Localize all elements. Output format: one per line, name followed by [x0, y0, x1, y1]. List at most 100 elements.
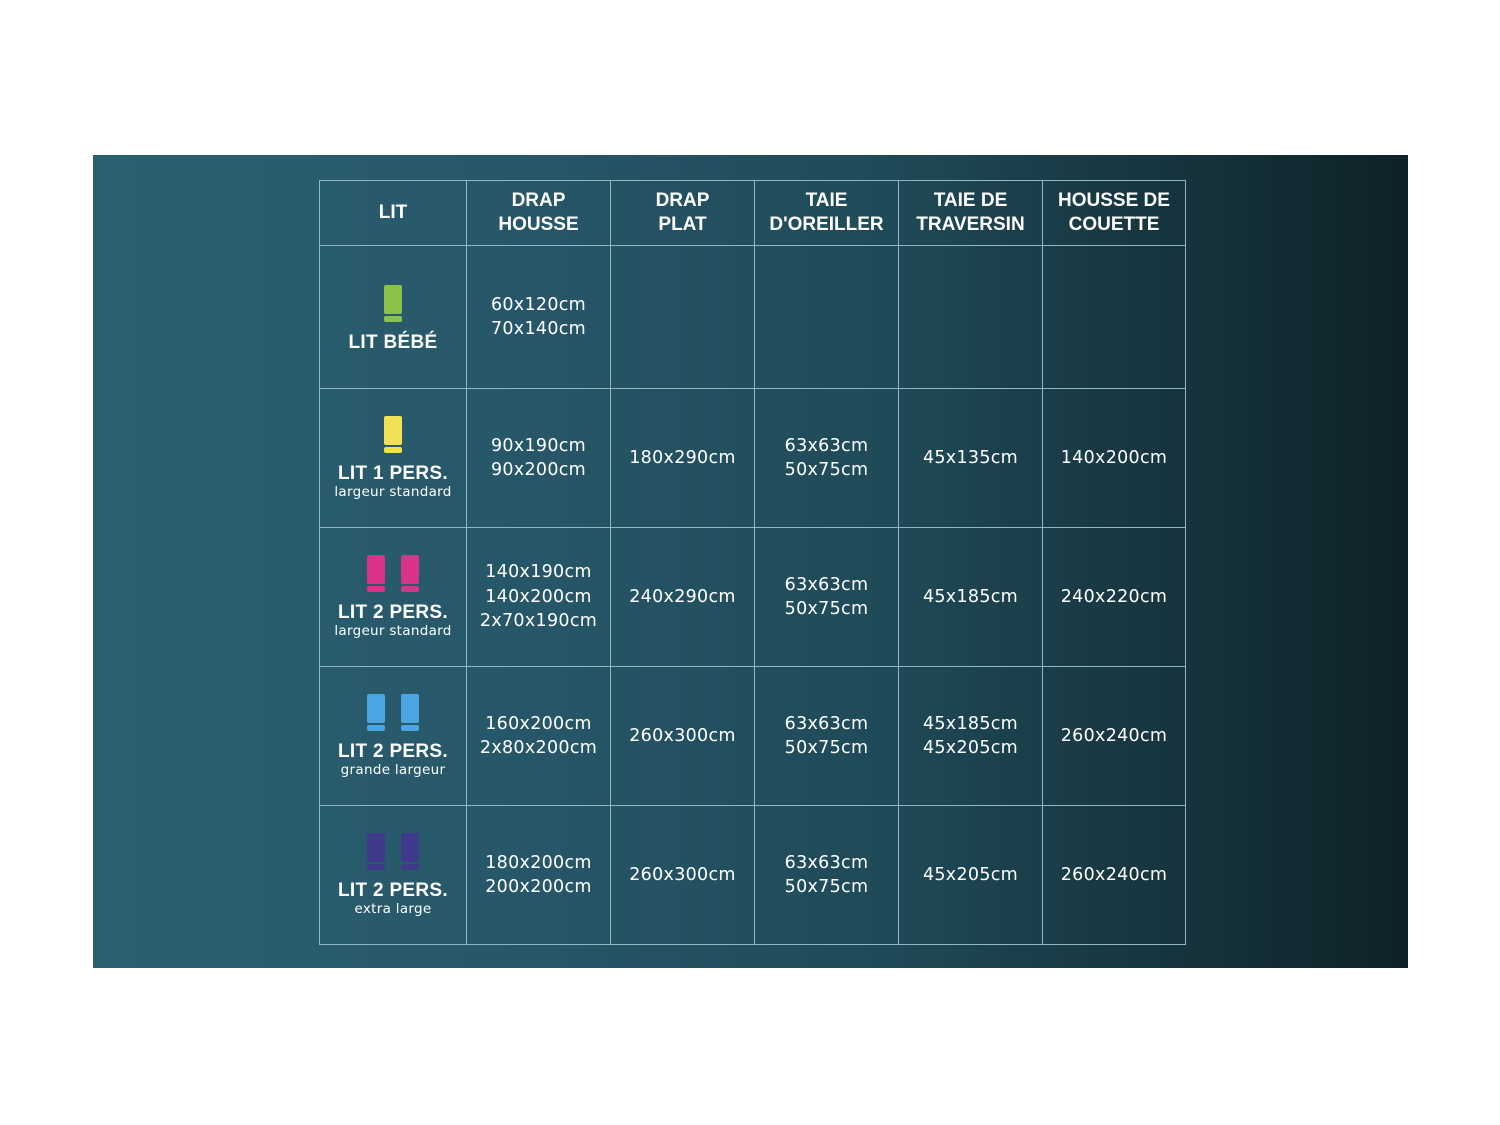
size-value: 45x205cm	[922, 738, 1019, 758]
size-cell-fitted-sheet: 160x200cm 2x80x200cm	[466, 666, 611, 806]
size-cell-pillowcase	[754, 245, 899, 389]
header-text: TAIE	[805, 190, 848, 211]
size-value: 50x75cm	[784, 460, 869, 480]
header-text: PLAT	[658, 214, 707, 235]
header-text: HOUSSE DE	[1058, 190, 1170, 211]
bed-icon	[367, 555, 385, 592]
size-cell-flat-sheet: 180x290cm	[610, 388, 755, 528]
size-cell-duvet-cover: 260x240cm	[1042, 805, 1186, 945]
size-value: 50x75cm	[784, 599, 869, 619]
size-value: 260x240cm	[1060, 864, 1168, 885]
size-value: 63x63cm	[784, 435, 869, 456]
size-value: 90x200cm	[490, 460, 587, 480]
bed-icon	[367, 833, 385, 870]
bed-type-sublabel: largeur standard	[334, 623, 452, 639]
bed-type-cell: LIT BÉBÉ	[319, 245, 467, 389]
size-value: 260x300cm	[629, 864, 736, 885]
bed-type-cell: LIT 1 PERS. largeur standard	[319, 388, 467, 528]
bed-type-sublabel: grande largeur	[340, 762, 446, 778]
size-cell-bolster-case: 45x135cm	[898, 388, 1043, 528]
size-value: 140x200cm	[1060, 447, 1168, 468]
header-text: DRAP	[655, 190, 710, 211]
bed-icon	[401, 555, 419, 592]
bed-type-label: LIT 2 PERS.	[338, 741, 448, 762]
size-value: 45x185cm	[922, 586, 1019, 607]
table-row: LIT BÉBÉ 60x120cm 70x140cm	[319, 245, 1186, 389]
bed-type-sublabel: extra large	[354, 901, 432, 917]
size-cell-duvet-cover	[1042, 245, 1186, 389]
header-text: HOUSSE	[498, 214, 579, 235]
size-value: 45x205cm	[922, 864, 1019, 885]
size-cell-pillowcase: 63x63cm 50x75cm	[754, 805, 899, 945]
header-flat-sheet: DRAP PLAT	[610, 180, 755, 246]
size-cell-flat-sheet	[610, 245, 755, 389]
header-bed: LIT	[319, 180, 467, 246]
size-cell-flat-sheet: 260x300cm	[610, 666, 755, 806]
size-value: 180x200cm	[485, 852, 592, 873]
size-value: 45x185cm	[922, 713, 1019, 734]
size-cell-bolster-case	[898, 245, 1043, 389]
header-text: DRAP	[511, 190, 566, 211]
table-row: LIT 2 PERS. largeur standard 140x190cm 140x…	[319, 527, 1186, 667]
size-value: 45x135cm	[922, 447, 1019, 468]
bed-icon	[401, 833, 419, 870]
table-row: LIT 2 PERS. grande largeur 160x200cm 2x80x2…	[319, 666, 1186, 806]
size-cell-bolster-case: 45x205cm	[898, 805, 1043, 945]
size-value: 50x75cm	[784, 877, 869, 897]
size-value: 140x190cm	[485, 562, 592, 583]
bedding-size-table: LIT DRAP HOUSSE DRAP PLAT TAIE D'OREILLER TAIE …	[319, 180, 1186, 945]
double-bed-icon	[320, 555, 466, 592]
single-bed-icon	[320, 416, 466, 453]
size-chart-panel: LIT DRAP HOUSSE DRAP PLAT TAIE D'OREILLER TAIE …	[93, 155, 1408, 968]
header-bolster-case: TAIE DE TRAVERSIN	[898, 180, 1043, 246]
size-cell-fitted-sheet: 180x200cm 200x200cm	[466, 805, 611, 945]
double-bed-icon	[320, 694, 466, 731]
size-value: 63x63cm	[784, 852, 869, 873]
header-text: TAIE DE	[933, 190, 1008, 211]
bed-icon	[401, 694, 419, 731]
header-fitted-sheet: DRAP HOUSSE	[466, 180, 611, 246]
bed-type-label: LIT 1 PERS.	[338, 463, 448, 484]
double-bed-icon	[320, 833, 466, 870]
size-value: 2x70x190cm	[479, 611, 598, 632]
table-row: LIT 1 PERS. largeur standard 90x190cm 90x20…	[319, 388, 1186, 528]
header-text: TRAVERSIN	[916, 214, 1025, 235]
size-cell-duvet-cover: 240x220cm	[1042, 527, 1186, 667]
bed-type-cell: LIT 2 PERS. grande largeur	[319, 666, 467, 806]
header-text: LIT	[378, 202, 408, 223]
size-value: 240x290cm	[629, 586, 736, 607]
size-value: 2x80x200cm	[479, 738, 598, 758]
size-value: 260x300cm	[629, 725, 736, 746]
header-pillowcase: TAIE D'OREILLER	[754, 180, 899, 246]
header-row: LIT DRAP HOUSSE DRAP PLAT TAIE D'OREILLER TAIE …	[319, 180, 1186, 246]
size-cell-fitted-sheet: 60x120cm 70x140cm	[466, 245, 611, 389]
size-cell-flat-sheet: 260x300cm	[610, 805, 755, 945]
bed-icon	[384, 285, 402, 322]
size-value: 90x190cm	[490, 435, 587, 456]
bed-icon	[384, 416, 402, 453]
single-bed-icon	[320, 285, 466, 322]
bed-type-cell: LIT 2 PERS. largeur standard	[319, 527, 467, 667]
size-value: 60x120cm	[490, 294, 587, 315]
size-cell-bolster-case: 45x185cm	[898, 527, 1043, 667]
size-value: 63x63cm	[784, 713, 869, 734]
header-text: D'OREILLER	[769, 214, 884, 235]
bed-icon	[367, 694, 385, 731]
size-cell-duvet-cover: 140x200cm	[1042, 388, 1186, 528]
size-cell-pillowcase: 63x63cm 50x75cm	[754, 666, 899, 806]
size-cell-flat-sheet: 240x290cm	[610, 527, 755, 667]
size-cell-pillowcase: 63x63cm 50x75cm	[754, 527, 899, 667]
header-text: COUETTE	[1068, 214, 1160, 235]
size-value: 260x240cm	[1060, 725, 1168, 746]
size-cell-fitted-sheet: 140x190cm 140x200cm 2x70x190cm	[466, 527, 611, 667]
size-value: 180x290cm	[629, 447, 736, 468]
size-value: 200x200cm	[485, 877, 592, 897]
size-value: 63x63cm	[784, 574, 869, 595]
table-row: LIT 2 PERS. extra large 180x200cm 200x200cm…	[319, 805, 1186, 945]
header-duvet-cover: HOUSSE DE COUETTE	[1042, 180, 1186, 246]
bed-type-label: LIT 2 PERS.	[338, 602, 448, 623]
size-value: 140x200cm	[485, 586, 592, 607]
size-cell-duvet-cover: 260x240cm	[1042, 666, 1186, 806]
size-value: 70x140cm	[490, 319, 587, 339]
size-value: 50x75cm	[784, 738, 869, 758]
